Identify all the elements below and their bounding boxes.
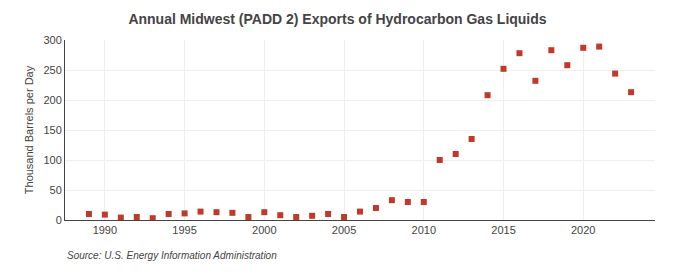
svg-text:2015: 2015	[491, 224, 515, 236]
svg-text:300: 300	[43, 34, 61, 46]
svg-text:2005: 2005	[332, 224, 356, 236]
svg-text:200: 200	[43, 94, 61, 106]
svg-text:Thousand Barrels per Day: Thousand Barrels per Day	[23, 65, 35, 194]
svg-text:Annual Midwest (PADD 2) Export: Annual Midwest (PADD 2) Exports of Hydro…	[128, 11, 546, 27]
svg-text:50: 50	[50, 184, 62, 196]
svg-text:1995: 1995	[172, 224, 196, 236]
svg-text:150: 150	[43, 124, 61, 136]
svg-text:2010: 2010	[412, 224, 436, 236]
svg-text:Source: U.S. Energy Informatio: Source: U.S. Energy Information Administ…	[67, 250, 277, 261]
svg-text:1990: 1990	[93, 224, 117, 236]
svg-text:2000: 2000	[252, 224, 276, 236]
svg-text:100: 100	[43, 154, 61, 166]
svg-text:2020: 2020	[571, 224, 595, 236]
svg-text:250: 250	[43, 64, 61, 76]
svg-text:0: 0	[56, 214, 62, 226]
